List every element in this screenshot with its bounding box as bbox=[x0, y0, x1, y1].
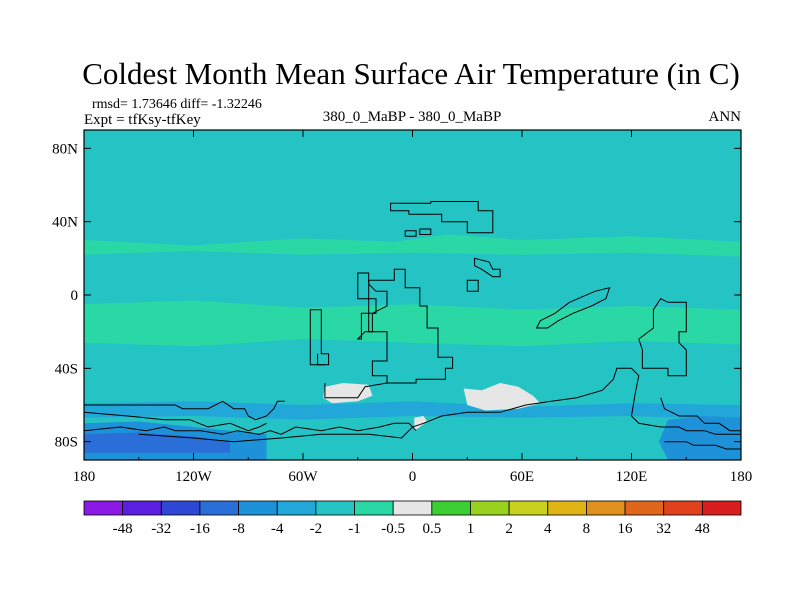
colorbar-label: 2 bbox=[505, 521, 513, 537]
colorbar-swatch bbox=[276, 500, 317, 516]
x-tick-label: 180 bbox=[73, 469, 96, 485]
y-tick-label: 0 bbox=[71, 288, 79, 304]
coast-southern-ring bbox=[138, 367, 632, 443]
temperature-field bbox=[84, 130, 741, 460]
coast-eurasia-island-1 bbox=[404, 230, 417, 237]
colorbar-swatch bbox=[238, 500, 278, 516]
colorbar-swatch bbox=[547, 500, 587, 516]
coast-americas-west bbox=[317, 353, 325, 366]
coast-eurasia-island-2 bbox=[419, 228, 432, 235]
coast-antarctica-east bbox=[630, 367, 741, 435]
colorbar-swatch bbox=[160, 500, 201, 516]
colorbar-swatch bbox=[701, 500, 742, 516]
chart-title: Coldest Month Mean Surface Air Temperatu… bbox=[82, 56, 740, 91]
coast-africa bbox=[368, 268, 454, 384]
coast-south-africa-tip bbox=[324, 382, 388, 399]
coast-antarctica-ross bbox=[660, 397, 741, 432]
colorbar-swatch bbox=[663, 500, 703, 516]
y-tick-label: 80N bbox=[52, 141, 78, 157]
colorbar-label: -2 bbox=[310, 521, 323, 537]
y-tick-label: 40N bbox=[52, 215, 78, 231]
colorbar-swatch bbox=[624, 500, 665, 516]
colorbar-label: -0.5 bbox=[381, 521, 405, 537]
field-region-subtropical-band-north bbox=[84, 234, 741, 257]
subtitle-right: ANN bbox=[709, 109, 742, 125]
colorbar-swatch bbox=[392, 500, 433, 516]
colorbar-label: -4 bbox=[271, 521, 284, 537]
field-region-antarctic-peninsula-warm bbox=[414, 416, 428, 431]
x-tick-label: 120W bbox=[175, 469, 213, 485]
x-tick-label: 0 bbox=[409, 469, 417, 485]
coast-asia-strip bbox=[474, 257, 501, 278]
coast-eurasia-north bbox=[390, 201, 494, 234]
y-axis: 80N 40N 0 40S 80S bbox=[52, 141, 741, 451]
colorbar-label: 32 bbox=[656, 521, 671, 537]
coast-antarctica-row3 bbox=[84, 422, 417, 435]
colorbar-label: 8 bbox=[583, 521, 591, 537]
colorbar-swatch bbox=[431, 500, 471, 516]
colorbar-label: 0.5 bbox=[422, 521, 441, 537]
coast-antarctica-east-2 bbox=[664, 441, 741, 450]
subtitle-center: 380_0_MaBP - 380_0_MaBP bbox=[323, 109, 502, 125]
colorbar-label: -48 bbox=[113, 521, 133, 537]
coast-antarctica-row2 bbox=[84, 411, 267, 432]
coast-south-america bbox=[356, 272, 388, 340]
colorbar-swatch bbox=[508, 500, 549, 516]
coast-asia-strip-2 bbox=[466, 279, 479, 292]
colorbar-label: -1 bbox=[348, 521, 361, 537]
colorbar-label: 48 bbox=[695, 521, 710, 537]
colorbar-swatch bbox=[122, 500, 162, 516]
colorbar-label: -8 bbox=[232, 521, 245, 537]
field-region-africa-south-warm bbox=[463, 383, 541, 411]
colorbar-swatch bbox=[83, 500, 124, 516]
field-region-antarctica-east bbox=[658, 416, 741, 460]
colorbar-swatch bbox=[354, 500, 394, 516]
colorbar-swatch bbox=[199, 500, 239, 516]
colorbar-label: -16 bbox=[190, 521, 210, 537]
y-tick-label: 80S bbox=[55, 435, 78, 451]
colorbar-swatch bbox=[586, 500, 626, 516]
colorbar-swatch bbox=[315, 500, 355, 516]
coastline-outlines bbox=[84, 201, 741, 450]
x-tick-label: 60E bbox=[510, 469, 534, 485]
field-region-subtropical-band-south bbox=[84, 300, 741, 347]
subtitle-experiment: Expt = tfKsy-tfKey bbox=[84, 112, 201, 128]
coast-india bbox=[535, 286, 611, 329]
colorbar-swatch bbox=[470, 500, 510, 516]
colorbar-label: 4 bbox=[544, 521, 552, 537]
y-tick-label: 40S bbox=[55, 361, 78, 377]
x-tick-label: 120E bbox=[616, 469, 648, 485]
x-tick-label: 180 bbox=[730, 469, 753, 485]
coast-antarctica-row1 bbox=[84, 400, 285, 421]
x-axis: 180 120W 60W 0 60E 120E 180 bbox=[73, 130, 753, 485]
coast-australia-east bbox=[638, 298, 687, 377]
subtitle-stats: rmsd= 1.73646 diff= -1.32246 bbox=[92, 97, 262, 112]
x-tick-label: 60W bbox=[288, 469, 318, 485]
colorbar: -48 -32 -16 -8 -4 -2 -1 -0.5 0.5 1 2 4 8 16 32 48 bbox=[83, 500, 742, 537]
colorbar-label: 16 bbox=[618, 521, 634, 537]
colorbar-label: 1 bbox=[467, 521, 475, 537]
colorbar-label: -32 bbox=[151, 521, 171, 537]
field-region-background bbox=[84, 130, 741, 460]
